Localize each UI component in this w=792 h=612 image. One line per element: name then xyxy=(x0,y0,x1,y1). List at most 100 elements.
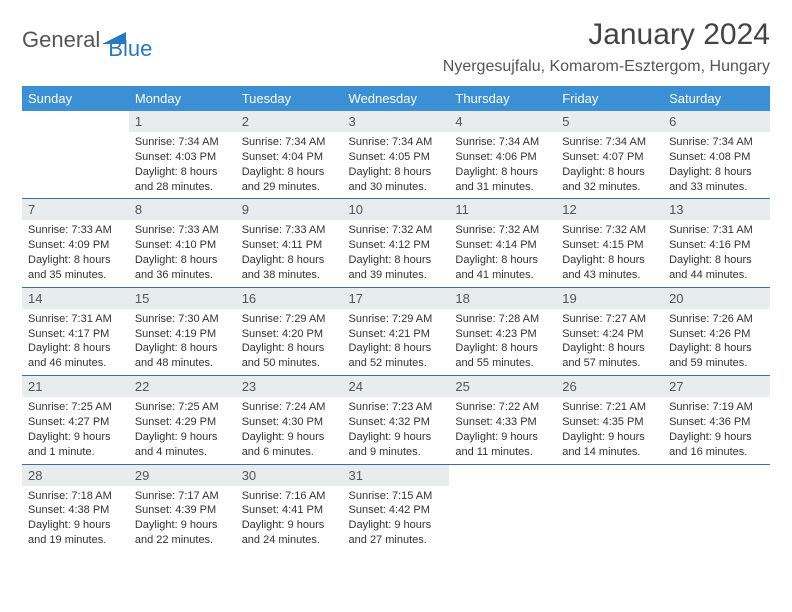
calendar-row: 1Sunrise: 7:34 AMSunset: 4:03 PMDaylight… xyxy=(22,111,770,199)
calendar-cell: 19Sunrise: 7:27 AMSunset: 4:24 PMDayligh… xyxy=(556,287,663,375)
day-number: 20 xyxy=(663,288,770,309)
calendar-cell: 16Sunrise: 7:29 AMSunset: 4:20 PMDayligh… xyxy=(236,287,343,375)
calendar-cell: 27Sunrise: 7:19 AMSunset: 4:36 PMDayligh… xyxy=(663,376,770,464)
day-data: Sunrise: 7:27 AMSunset: 4:24 PMDaylight:… xyxy=(556,309,663,375)
weekday-header: Tuesday xyxy=(236,86,343,111)
header: General Blue January 2024 Nyergesujfalu,… xyxy=(22,18,770,76)
calendar-cell: 15Sunrise: 7:30 AMSunset: 4:19 PMDayligh… xyxy=(129,287,236,375)
day-data: Sunrise: 7:28 AMSunset: 4:23 PMDaylight:… xyxy=(449,309,556,375)
calendar-cell: 28Sunrise: 7:18 AMSunset: 4:38 PMDayligh… xyxy=(22,464,129,552)
day-data: Sunrise: 7:31 AMSunset: 4:16 PMDaylight:… xyxy=(663,220,770,286)
day-data: Sunrise: 7:33 AMSunset: 4:10 PMDaylight:… xyxy=(129,220,236,286)
calendar-cell: 12Sunrise: 7:32 AMSunset: 4:15 PMDayligh… xyxy=(556,199,663,287)
day-number: 16 xyxy=(236,288,343,309)
calendar-cell xyxy=(663,464,770,552)
calendar-row: 14Sunrise: 7:31 AMSunset: 4:17 PMDayligh… xyxy=(22,287,770,375)
day-data: Sunrise: 7:17 AMSunset: 4:39 PMDaylight:… xyxy=(129,486,236,552)
weekday-header: Saturday xyxy=(663,86,770,111)
calendar-cell: 30Sunrise: 7:16 AMSunset: 4:41 PMDayligh… xyxy=(236,464,343,552)
day-number: 18 xyxy=(449,288,556,309)
calendar-cell: 3Sunrise: 7:34 AMSunset: 4:05 PMDaylight… xyxy=(343,111,450,199)
day-data: Sunrise: 7:31 AMSunset: 4:17 PMDaylight:… xyxy=(22,309,129,375)
calendar-cell: 29Sunrise: 7:17 AMSunset: 4:39 PMDayligh… xyxy=(129,464,236,552)
day-data: Sunrise: 7:34 AMSunset: 4:04 PMDaylight:… xyxy=(236,132,343,198)
location-text: Nyergesujfalu, Komarom-Esztergom, Hungar… xyxy=(443,58,770,76)
calendar-cell: 7Sunrise: 7:33 AMSunset: 4:09 PMDaylight… xyxy=(22,199,129,287)
day-number: 14 xyxy=(22,288,129,309)
logo-text-2: Blue xyxy=(108,36,152,62)
day-data: Sunrise: 7:22 AMSunset: 4:33 PMDaylight:… xyxy=(449,397,556,463)
weekday-header: Friday xyxy=(556,86,663,111)
day-number: 15 xyxy=(129,288,236,309)
calendar-table: Sunday Monday Tuesday Wednesday Thursday… xyxy=(22,86,770,552)
day-data: Sunrise: 7:16 AMSunset: 4:41 PMDaylight:… xyxy=(236,486,343,552)
day-data: Sunrise: 7:34 AMSunset: 4:06 PMDaylight:… xyxy=(449,132,556,198)
day-data: Sunrise: 7:32 AMSunset: 4:15 PMDaylight:… xyxy=(556,220,663,286)
day-number: 13 xyxy=(663,199,770,220)
day-number: 24 xyxy=(343,376,450,397)
day-data: Sunrise: 7:34 AMSunset: 4:08 PMDaylight:… xyxy=(663,132,770,198)
calendar-cell xyxy=(556,464,663,552)
day-data: Sunrise: 7:34 AMSunset: 4:03 PMDaylight:… xyxy=(129,132,236,198)
day-number: 4 xyxy=(449,111,556,132)
day-data: Sunrise: 7:24 AMSunset: 4:30 PMDaylight:… xyxy=(236,397,343,463)
day-number: 23 xyxy=(236,376,343,397)
day-data: Sunrise: 7:30 AMSunset: 4:19 PMDaylight:… xyxy=(129,309,236,375)
calendar-row: 7Sunrise: 7:33 AMSunset: 4:09 PMDaylight… xyxy=(22,199,770,287)
day-number: 19 xyxy=(556,288,663,309)
calendar-cell: 13Sunrise: 7:31 AMSunset: 4:16 PMDayligh… xyxy=(663,199,770,287)
day-data: Sunrise: 7:21 AMSunset: 4:35 PMDaylight:… xyxy=(556,397,663,463)
day-data: Sunrise: 7:26 AMSunset: 4:26 PMDaylight:… xyxy=(663,309,770,375)
calendar-cell xyxy=(22,111,129,199)
day-number: 28 xyxy=(22,465,129,486)
calendar-cell: 18Sunrise: 7:28 AMSunset: 4:23 PMDayligh… xyxy=(449,287,556,375)
day-number: 21 xyxy=(22,376,129,397)
logo-text-1: General xyxy=(22,27,100,53)
day-data: Sunrise: 7:32 AMSunset: 4:14 PMDaylight:… xyxy=(449,220,556,286)
title-block: January 2024 Nyergesujfalu, Komarom-Eszt… xyxy=(443,18,770,76)
calendar-cell: 11Sunrise: 7:32 AMSunset: 4:14 PMDayligh… xyxy=(449,199,556,287)
day-number: 29 xyxy=(129,465,236,486)
calendar-cell: 22Sunrise: 7:25 AMSunset: 4:29 PMDayligh… xyxy=(129,376,236,464)
calendar-cell: 25Sunrise: 7:22 AMSunset: 4:33 PMDayligh… xyxy=(449,376,556,464)
calendar-cell: 4Sunrise: 7:34 AMSunset: 4:06 PMDaylight… xyxy=(449,111,556,199)
day-number: 12 xyxy=(556,199,663,220)
calendar-cell: 10Sunrise: 7:32 AMSunset: 4:12 PMDayligh… xyxy=(343,199,450,287)
calendar-row: 28Sunrise: 7:18 AMSunset: 4:38 PMDayligh… xyxy=(22,464,770,552)
calendar-cell: 24Sunrise: 7:23 AMSunset: 4:32 PMDayligh… xyxy=(343,376,450,464)
day-data: Sunrise: 7:19 AMSunset: 4:36 PMDaylight:… xyxy=(663,397,770,463)
day-data: Sunrise: 7:32 AMSunset: 4:12 PMDaylight:… xyxy=(343,220,450,286)
calendar-cell: 9Sunrise: 7:33 AMSunset: 4:11 PMDaylight… xyxy=(236,199,343,287)
day-number: 25 xyxy=(449,376,556,397)
calendar-cell: 14Sunrise: 7:31 AMSunset: 4:17 PMDayligh… xyxy=(22,287,129,375)
day-number: 2 xyxy=(236,111,343,132)
calendar-cell: 17Sunrise: 7:29 AMSunset: 4:21 PMDayligh… xyxy=(343,287,450,375)
day-number: 22 xyxy=(129,376,236,397)
calendar-cell: 21Sunrise: 7:25 AMSunset: 4:27 PMDayligh… xyxy=(22,376,129,464)
day-number: 30 xyxy=(236,465,343,486)
calendar-cell: 26Sunrise: 7:21 AMSunset: 4:35 PMDayligh… xyxy=(556,376,663,464)
calendar-cell: 8Sunrise: 7:33 AMSunset: 4:10 PMDaylight… xyxy=(129,199,236,287)
day-number: 31 xyxy=(343,465,450,486)
day-number: 3 xyxy=(343,111,450,132)
weekday-header: Thursday xyxy=(449,86,556,111)
day-number: 10 xyxy=(343,199,450,220)
day-number: 5 xyxy=(556,111,663,132)
day-number: 27 xyxy=(663,376,770,397)
day-number: 11 xyxy=(449,199,556,220)
day-number: 1 xyxy=(129,111,236,132)
day-data: Sunrise: 7:33 AMSunset: 4:09 PMDaylight:… xyxy=(22,220,129,286)
day-data: Sunrise: 7:15 AMSunset: 4:42 PMDaylight:… xyxy=(343,486,450,552)
calendar-cell: 31Sunrise: 7:15 AMSunset: 4:42 PMDayligh… xyxy=(343,464,450,552)
day-data: Sunrise: 7:34 AMSunset: 4:07 PMDaylight:… xyxy=(556,132,663,198)
page-title: January 2024 xyxy=(443,18,770,52)
day-number: 26 xyxy=(556,376,663,397)
weekday-header: Monday xyxy=(129,86,236,111)
calendar-row: 21Sunrise: 7:25 AMSunset: 4:27 PMDayligh… xyxy=(22,376,770,464)
calendar-cell: 2Sunrise: 7:34 AMSunset: 4:04 PMDaylight… xyxy=(236,111,343,199)
calendar-cell: 23Sunrise: 7:24 AMSunset: 4:30 PMDayligh… xyxy=(236,376,343,464)
day-data: Sunrise: 7:29 AMSunset: 4:21 PMDaylight:… xyxy=(343,309,450,375)
day-data: Sunrise: 7:29 AMSunset: 4:20 PMDaylight:… xyxy=(236,309,343,375)
weekday-header: Sunday xyxy=(22,86,129,111)
day-data: Sunrise: 7:18 AMSunset: 4:38 PMDaylight:… xyxy=(22,486,129,552)
